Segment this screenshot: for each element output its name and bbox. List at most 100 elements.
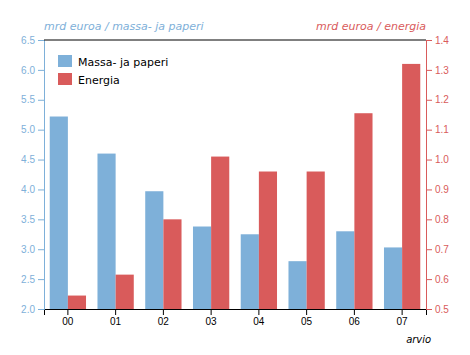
x-tick-label: 06 bbox=[349, 316, 361, 327]
bar bbox=[402, 64, 420, 309]
bar bbox=[384, 247, 402, 309]
y-tick-mark bbox=[38, 130, 44, 131]
y-tick-label: 5.5 bbox=[21, 94, 35, 105]
y-axis-line bbox=[38, 41, 45, 310]
x-tick-label: 01 bbox=[110, 316, 122, 327]
y-tick-mark bbox=[38, 189, 44, 190]
x-tick-label: 04 bbox=[253, 316, 265, 327]
y2-tick: 1.4 bbox=[426, 35, 449, 46]
y-axis-title: mrd euroa / massa- ja paperi bbox=[44, 20, 204, 33]
y2-tick-label: 0.9 bbox=[435, 184, 449, 195]
bar bbox=[211, 157, 229, 309]
y2-tick-label: 1.2 bbox=[435, 94, 449, 105]
y2-tick: 0.8 bbox=[426, 214, 449, 225]
y-tick-mark bbox=[38, 219, 44, 220]
y-tick: 3.0 bbox=[21, 244, 44, 255]
y-tick: 6.5 bbox=[21, 35, 44, 46]
x-tick-label: 07 bbox=[397, 316, 409, 327]
legend-background bbox=[52, 48, 174, 90]
y-tick-label: 3.5 bbox=[21, 214, 35, 225]
bar bbox=[193, 227, 211, 309]
x-tick: 02 bbox=[158, 309, 170, 327]
y-tick: 2.5 bbox=[21, 274, 44, 285]
y2-tick-label: 1.0 bbox=[435, 154, 449, 165]
y-tick-label: 4.5 bbox=[21, 154, 35, 165]
x-tick-label: 02 bbox=[158, 316, 170, 327]
legend-item: Massa- ja paperi bbox=[58, 55, 168, 69]
legend-label: Massa- ja paperi bbox=[78, 56, 168, 69]
bars bbox=[50, 64, 421, 309]
bar bbox=[97, 154, 115, 309]
x-tick-mark bbox=[402, 309, 403, 315]
y-tick-label: 5.0 bbox=[21, 124, 35, 135]
y-tick-label: 2.5 bbox=[21, 274, 35, 285]
x-tick: 04 bbox=[253, 309, 265, 327]
y-tick: 2.0 bbox=[21, 304, 44, 315]
x-tick-mark bbox=[211, 309, 212, 315]
bar bbox=[288, 261, 306, 309]
y-tick-mark bbox=[38, 309, 44, 310]
y2-tick: 0.9 bbox=[426, 184, 449, 195]
y-tick: 4.5 bbox=[21, 154, 44, 165]
bar bbox=[259, 172, 277, 309]
y2-tick-mark bbox=[426, 40, 432, 41]
bar bbox=[163, 219, 181, 309]
bar bbox=[354, 113, 372, 309]
x-tick-mark bbox=[115, 309, 116, 315]
y2-tick-label: 0.5 bbox=[435, 304, 449, 315]
bar bbox=[68, 296, 86, 309]
y2-tick-label: 1.4 bbox=[435, 35, 449, 46]
bar-series bbox=[68, 64, 420, 309]
x-tick: 06 bbox=[349, 309, 361, 327]
bar bbox=[145, 191, 163, 309]
y-tick-mark bbox=[38, 279, 44, 280]
x-tick-mark bbox=[258, 309, 259, 315]
x-tick-label: 05 bbox=[301, 316, 313, 327]
x-axis-line bbox=[45, 310, 427, 316]
x-tick: 05 bbox=[301, 309, 313, 327]
y-tick: 3.5 bbox=[21, 214, 44, 225]
y2-tick: 0.6 bbox=[426, 274, 449, 285]
y2-axis-title: mrd euroa / energia bbox=[316, 20, 426, 33]
x-tick: 03 bbox=[206, 309, 218, 327]
y2-tick-label: 1.3 bbox=[435, 65, 449, 76]
x-tick-mark bbox=[306, 309, 307, 315]
y-tick-mark bbox=[38, 249, 44, 250]
y-tick-mark bbox=[38, 160, 44, 161]
chart: 00 01 02 03 04 05 06 07 2.0 2.5 3.0 3.5 4.0 4.5 5.0 5.5… bbox=[0, 0, 470, 355]
y2-tick: 1.1 bbox=[426, 124, 449, 135]
y2-tick-mark bbox=[426, 279, 432, 280]
bar bbox=[336, 231, 354, 309]
bar bbox=[241, 234, 259, 309]
y2-tick-label: 1.1 bbox=[435, 124, 449, 135]
plot: 00 01 02 03 04 05 06 07 2.0 2.5 3.0 3.5 4.0 4.5 5.0 5.5… bbox=[21, 20, 449, 345]
y-tick-mark bbox=[38, 70, 44, 71]
y-tick-label: 4.0 bbox=[21, 184, 35, 195]
y2-tick-label: 0.7 bbox=[435, 244, 449, 255]
legend-swatch bbox=[58, 73, 72, 85]
x-tick-mark bbox=[163, 309, 164, 315]
y2-tick: 1.0 bbox=[426, 154, 449, 165]
x-tick: 07 bbox=[397, 309, 409, 327]
y2-tick-mark bbox=[426, 189, 432, 190]
y2-tick-mark bbox=[426, 100, 432, 101]
y-tick: 6.0 bbox=[21, 65, 44, 76]
y2-tick: 0.7 bbox=[426, 244, 449, 255]
y-tick-label: 2.0 bbox=[21, 304, 35, 315]
y-tick-mark bbox=[38, 100, 44, 101]
y2-axis-line bbox=[427, 41, 433, 310]
y2-tick-mark bbox=[426, 70, 432, 71]
bar bbox=[116, 275, 134, 309]
y2-tick: 1.3 bbox=[426, 65, 449, 76]
y-tick-mark bbox=[38, 40, 44, 41]
x-tick: 01 bbox=[110, 309, 122, 327]
x-tick: 00 bbox=[62, 309, 74, 327]
y2-tick-mark bbox=[426, 309, 432, 310]
annotation: arvio bbox=[406, 334, 431, 345]
bar bbox=[50, 117, 68, 309]
y-tick: 4.0 bbox=[21, 184, 44, 195]
y2-tick-mark bbox=[426, 249, 432, 250]
legend-item: Energia bbox=[58, 73, 120, 87]
y-tick: 5.5 bbox=[21, 94, 44, 105]
bar bbox=[307, 172, 325, 309]
